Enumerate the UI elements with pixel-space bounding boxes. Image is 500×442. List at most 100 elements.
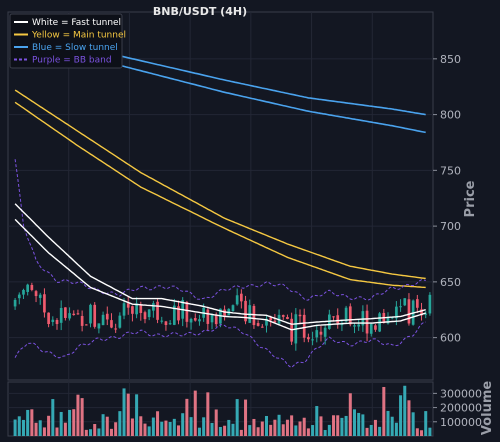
volume-bar <box>80 398 84 436</box>
volume-bar <box>21 419 25 436</box>
candle-body <box>101 314 105 326</box>
volume-bar <box>231 423 235 436</box>
candle-body <box>34 291 38 297</box>
volume-bar <box>89 429 93 436</box>
candle-body <box>164 321 168 326</box>
volume-bar <box>181 413 185 436</box>
price-tick-label: 850 <box>440 53 461 66</box>
volume-bar <box>63 422 67 436</box>
volume-bar <box>72 409 76 436</box>
volume-bar <box>143 423 147 436</box>
candle-body <box>189 318 193 323</box>
volume-bar <box>151 417 155 436</box>
candle-body <box>135 303 138 315</box>
price-axis-title: Price <box>463 180 478 217</box>
yellow-main-tunnel-upper <box>14 89 426 280</box>
candle-body <box>353 325 356 327</box>
volume-bar <box>273 419 277 436</box>
candle-body <box>47 312 50 325</box>
volume-bar <box>239 429 243 436</box>
candle-body <box>177 306 180 321</box>
candle-body <box>152 303 155 311</box>
volume-bar <box>290 415 294 436</box>
candle-body <box>156 301 159 320</box>
candle-body <box>131 306 134 314</box>
bb-band-upper <box>14 159 426 301</box>
candle-body <box>269 317 273 321</box>
volume-bar <box>369 424 373 436</box>
volume-bar <box>172 418 176 436</box>
candle-body <box>235 295 239 305</box>
candle-body <box>13 299 17 307</box>
candle-body <box>399 306 402 308</box>
volume-bar <box>101 414 105 436</box>
candle-body <box>122 303 126 316</box>
volume-bar <box>407 400 411 436</box>
candle-body <box>206 309 210 324</box>
candle-body <box>84 324 88 326</box>
volume-axis-title: Volume <box>480 381 495 436</box>
candle-body <box>198 319 201 322</box>
volume-bar <box>315 406 319 436</box>
volume-bar <box>17 416 21 436</box>
candle-body <box>315 330 319 338</box>
volume-bar <box>248 425 252 436</box>
candle-body <box>93 304 97 327</box>
volume-bar <box>93 424 97 436</box>
candle-body <box>302 314 306 338</box>
volume-bar <box>118 411 122 436</box>
volume-bar <box>365 427 369 436</box>
candle-body <box>160 320 164 322</box>
volume-bar <box>332 415 336 436</box>
volume-bar <box>302 417 306 436</box>
yellow-main-tunnel-lower <box>14 101 426 289</box>
volume-bar <box>323 430 327 436</box>
volume-bar <box>105 416 109 436</box>
volume-bar <box>84 429 88 436</box>
volume-bar <box>206 392 210 436</box>
volume-bar <box>424 411 428 436</box>
candle-body <box>369 323 373 334</box>
candle-body <box>223 309 226 317</box>
candle-body <box>424 313 428 315</box>
volume-bar <box>340 417 344 436</box>
volume-bar <box>382 386 386 436</box>
candle-body <box>80 316 84 326</box>
candle-body <box>64 307 67 318</box>
candle-body <box>172 305 176 325</box>
volume-bar <box>411 412 415 436</box>
volume-bar <box>344 415 348 436</box>
volume-bar <box>76 394 80 436</box>
volume-bar <box>193 390 197 436</box>
volume-bar <box>373 419 377 436</box>
candle-body <box>395 306 398 319</box>
volume-bar <box>252 418 256 436</box>
candle-body <box>231 305 235 312</box>
volume-bar <box>156 411 160 436</box>
candle-body <box>374 325 377 330</box>
volume-bar <box>202 417 206 436</box>
price-tick-label: 700 <box>440 220 461 233</box>
candle-body <box>244 300 247 322</box>
candle-body <box>126 303 130 308</box>
volume-tick-label: 200000 <box>440 402 482 415</box>
volume-bar <box>38 420 42 436</box>
price-tick-label: 800 <box>440 109 461 122</box>
volume-bar <box>390 416 394 436</box>
volume-bar <box>260 421 264 436</box>
candle-body <box>68 313 71 319</box>
candle-body <box>114 328 117 330</box>
candle-body <box>185 301 189 322</box>
chart-title: BNB/USDT (4H) <box>153 5 247 18</box>
volume-bar <box>403 385 407 436</box>
candle-body <box>361 311 365 326</box>
legend-box <box>9 13 123 69</box>
volume-bar <box>147 426 151 436</box>
volume-bar <box>189 417 193 436</box>
candle-body <box>252 305 256 326</box>
volume-bar <box>47 415 51 436</box>
volume-bar <box>285 419 289 436</box>
volume-bar <box>126 393 130 436</box>
volume-bar <box>122 388 126 436</box>
